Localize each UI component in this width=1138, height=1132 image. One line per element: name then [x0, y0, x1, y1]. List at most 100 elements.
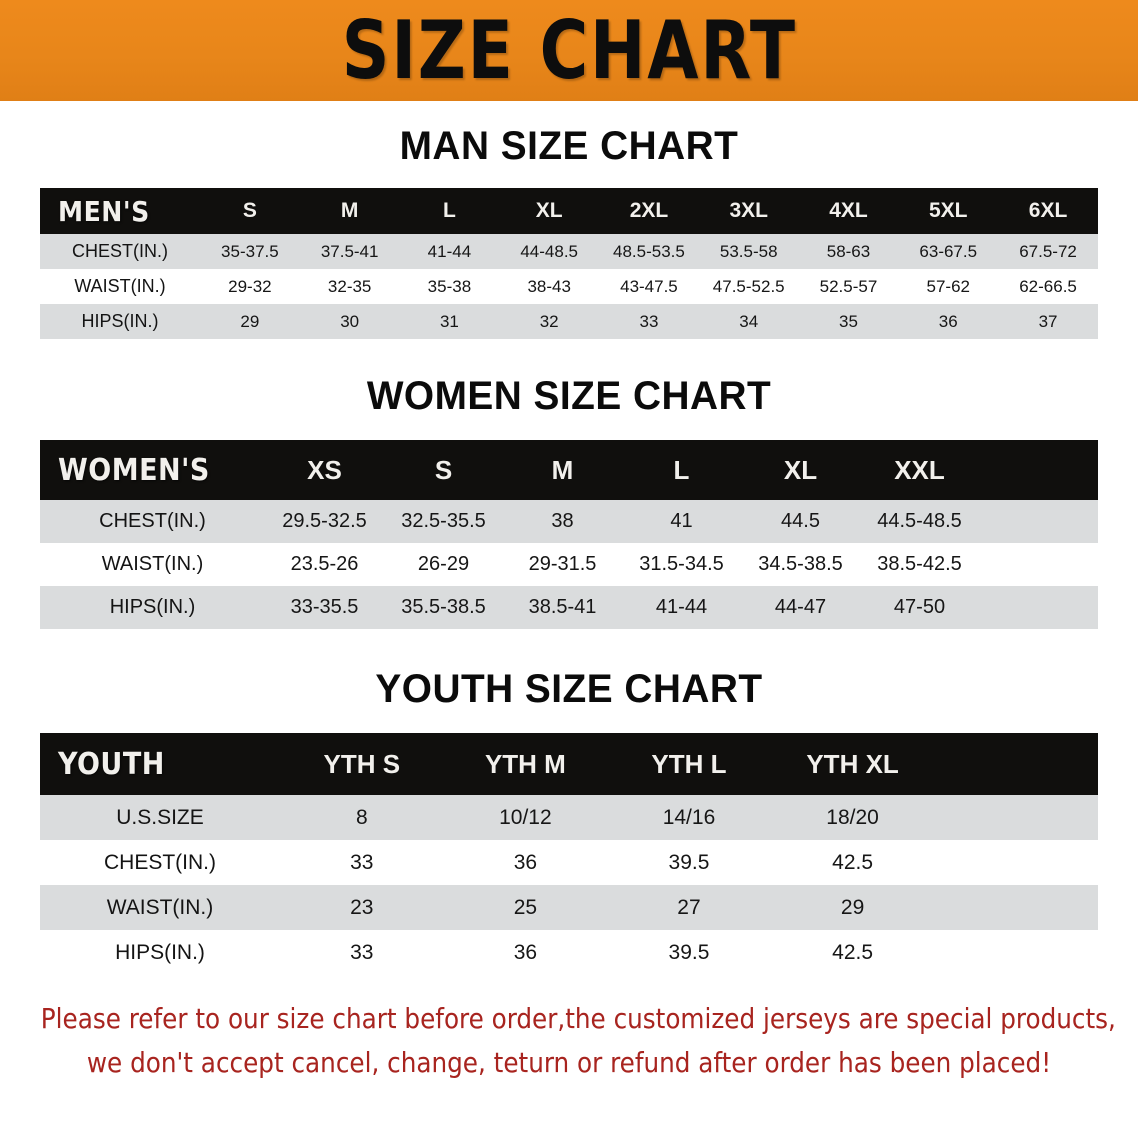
row-label: WAIST(IN.) — [40, 269, 200, 304]
youth-col-header: YTH S — [280, 733, 444, 795]
man-col-header: 3XL — [698, 188, 799, 234]
table-row: WAIST(IN.) 29-32 32-35 35-38 38-43 43-47… — [40, 269, 1098, 304]
cell: 32-35 — [299, 269, 400, 304]
women-table-head: WOMEN'S XS S M L XL XXL — [40, 440, 1098, 500]
cell: 36 — [898, 304, 999, 339]
cell: 29 — [200, 304, 300, 339]
cell-empty — [979, 500, 1098, 543]
cell: 33 — [280, 840, 444, 885]
cell: 44.5-48.5 — [860, 500, 979, 543]
cell-empty — [934, 885, 1098, 930]
cell: 29-31.5 — [503, 543, 622, 586]
table-row: WAIST(IN.) 23 25 27 29 — [40, 885, 1098, 930]
man-col-header: 6XL — [998, 188, 1098, 234]
table-row: HIPS(IN.) 29 30 31 32 33 34 35 36 37 — [40, 304, 1098, 339]
disclaimer-line-1: Please refer to our size chart before or… — [40, 1002, 1116, 1035]
man-col-header: 4XL — [798, 188, 899, 234]
cell: 37.5-41 — [299, 234, 400, 269]
cell: 29 — [770, 885, 935, 930]
cell-empty — [934, 795, 1098, 840]
youth-col-header: YTH XL — [770, 733, 935, 795]
cell: 25 — [443, 885, 608, 930]
cell: 33 — [599, 304, 699, 339]
row-label: WAIST(IN.) — [40, 885, 280, 930]
cell-empty — [979, 543, 1098, 586]
cell: 36 — [443, 840, 608, 885]
cell: 29-32 — [200, 269, 300, 304]
man-col-header: XL — [499, 188, 600, 234]
cell: 43-47.5 — [599, 269, 699, 304]
cell-empty — [979, 586, 1098, 629]
cell: 63-67.5 — [898, 234, 999, 269]
table-row: HIPS(IN.) 33 36 39.5 42.5 — [40, 930, 1098, 975]
cell: 35 — [798, 304, 899, 339]
cell: 23 — [280, 885, 444, 930]
section-title-man: MAN SIZE CHART — [399, 124, 739, 168]
row-label: CHEST(IN.) — [40, 500, 265, 543]
cell: 31.5-34.5 — [622, 543, 741, 586]
cell: 33-35.5 — [265, 586, 384, 629]
table-row: U.S.SIZE 8 10/12 14/16 18/20 — [40, 795, 1098, 840]
row-label: U.S.SIZE — [40, 795, 280, 840]
cell: 33 — [280, 930, 444, 975]
banner-title: SIZE CHART — [341, 3, 797, 97]
cell: 53.5-58 — [698, 234, 799, 269]
cell: 47.5-52.5 — [698, 269, 799, 304]
women-col-header: S — [384, 440, 503, 500]
cell: 44.5 — [741, 500, 860, 543]
women-col-header: XL — [741, 440, 860, 500]
cell: 18/20 — [770, 795, 935, 840]
man-corner-label: MEN'S — [40, 188, 200, 234]
youth-table-head: YOUTH YTH S YTH M YTH L YTH XL — [40, 733, 1098, 795]
cell: 42.5 — [770, 840, 935, 885]
man-table-body: CHEST(IN.) 35-37.5 37.5-41 41-44 44-48.5… — [40, 234, 1098, 339]
cell: 37 — [998, 304, 1098, 339]
man-col-header: 2XL — [599, 188, 699, 234]
man-col-header: S — [200, 188, 300, 234]
youth-col-header: YTH M — [443, 733, 608, 795]
cell: 35-38 — [399, 269, 500, 304]
table-row: HIPS(IN.) 33-35.5 35.5-38.5 38.5-41 41-4… — [40, 586, 1098, 629]
cell: 62-66.5 — [998, 269, 1098, 304]
cell: 29.5-32.5 — [265, 500, 384, 543]
cell: 67.5-72 — [998, 234, 1098, 269]
man-size-table: MEN'S S M L XL 2XL 3XL 4XL 5XL 6XL CHEST… — [40, 188, 1098, 339]
cell: 10/12 — [443, 795, 608, 840]
section-title-youth: YOUTH SIZE CHART — [375, 667, 763, 711]
youth-header-row: YOUTH YTH S YTH M YTH L YTH XL — [40, 733, 1098, 795]
cell: 32.5-35.5 — [384, 500, 503, 543]
women-size-table: WOMEN'S XS S M L XL XXL CHEST(IN.) 29.5-… — [40, 440, 1098, 629]
youth-col-header-empty — [934, 733, 1098, 795]
table-row: CHEST(IN.) 33 36 39.5 42.5 — [40, 840, 1098, 885]
cell: 39.5 — [607, 930, 771, 975]
cell: 39.5 — [607, 840, 771, 885]
row-label: WAIST(IN.) — [40, 543, 265, 586]
cell: 38.5-41 — [503, 586, 622, 629]
cell: 26-29 — [384, 543, 503, 586]
cell: 58-63 — [798, 234, 899, 269]
cell: 30 — [299, 304, 400, 339]
women-header-row: WOMEN'S XS S M L XL XXL — [40, 440, 1098, 500]
man-col-header: L — [399, 188, 500, 234]
cell: 44-47 — [741, 586, 860, 629]
women-col-header: XXL — [860, 440, 979, 500]
row-label: HIPS(IN.) — [40, 304, 200, 339]
youth-table-body: U.S.SIZE 8 10/12 14/16 18/20 CHEST(IN.) … — [40, 795, 1098, 975]
cell: 35.5-38.5 — [384, 586, 503, 629]
cell-empty — [934, 840, 1098, 885]
cell: 8 — [280, 795, 444, 840]
man-table-wrap: MEN'S S M L XL 2XL 3XL 4XL 5XL 6XL CHEST… — [40, 188, 1098, 339]
cell: 44-48.5 — [499, 234, 600, 269]
row-label: CHEST(IN.) — [40, 234, 200, 269]
cell: 41-44 — [399, 234, 500, 269]
cell: 27 — [607, 885, 771, 930]
cell: 31 — [399, 304, 500, 339]
section-title-women: WOMEN SIZE CHART — [366, 374, 772, 418]
youth-table-wrap: YOUTH YTH S YTH M YTH L YTH XL U.S.SIZE … — [40, 733, 1098, 975]
youth-size-table: YOUTH YTH S YTH M YTH L YTH XL U.S.SIZE … — [40, 733, 1098, 975]
cell: 14/16 — [607, 795, 771, 840]
cell: 38 — [503, 500, 622, 543]
cell: 42.5 — [770, 930, 935, 975]
table-row: CHEST(IN.) 29.5-32.5 32.5-35.5 38 41 44.… — [40, 500, 1098, 543]
